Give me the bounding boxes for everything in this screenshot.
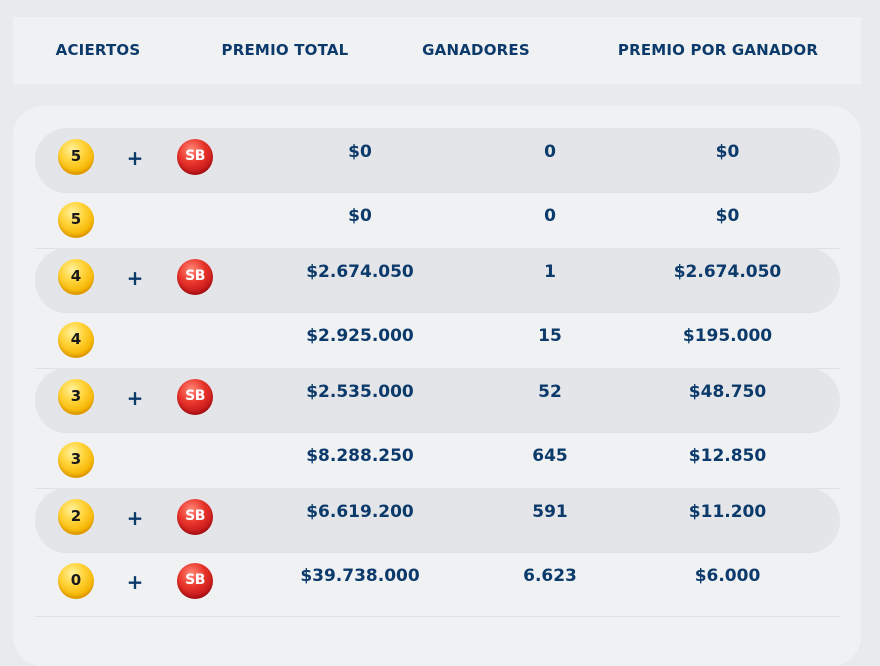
superbalota-ball-icon: SB [177, 379, 213, 415]
superbalota-ball-icon: SB [177, 499, 213, 535]
premio-total-value: $2.674.050 [306, 262, 414, 282]
superbalota-ball-icon: SB [177, 259, 213, 295]
premio-total-value: $6.619.200 [306, 502, 414, 522]
plus-sign: + [126, 506, 144, 530]
premio-por-ganador-value: $48.750 [688, 382, 767, 402]
number-ball-icon: 0 [58, 563, 94, 599]
header-premio-total: PREMIO TOTAL [221, 41, 349, 59]
ganadores-value: 0 [544, 206, 556, 226]
table-row: 3 + SB $2.535.000 52 $48.750 [35, 368, 840, 433]
premio-total-value: $0 [348, 142, 372, 162]
table-row: 5 $0 0 $0 [35, 192, 840, 249]
table-row: 2 + SB $6.619.200 591 $11.200 [35, 488, 840, 553]
results-table-header: ACIERTOS PREMIO TOTAL GANADORES PREMIO P… [13, 17, 861, 84]
table-row: 5 + SB $0 0 $0 [35, 128, 840, 193]
ganadores-value: 6.623 [523, 566, 577, 586]
plus-sign: + [126, 570, 144, 594]
premio-por-ganador-value: $6.000 [694, 566, 761, 586]
premio-por-ganador-value: $11.200 [688, 502, 767, 522]
number-ball-icon: 3 [58, 379, 94, 415]
plus-sign: + [126, 266, 144, 290]
ganadores-value: 1 [544, 262, 556, 282]
table-row: 4 + SB $2.674.050 1 $2.674.050 [35, 248, 840, 313]
header-aciertos: ACIERTOS [55, 41, 141, 59]
number-ball-icon: 5 [58, 139, 94, 175]
plus-sign: + [126, 146, 144, 170]
number-ball-icon: 3 [58, 442, 94, 478]
premio-por-ganador-value: $12.850 [688, 446, 767, 466]
plus-sign: + [126, 386, 144, 410]
ganadores-value: 645 [532, 446, 568, 466]
number-ball-icon: 2 [58, 499, 94, 535]
table-row: 4 $2.925.000 15 $195.000 [35, 312, 840, 369]
superbalota-ball-icon: SB [177, 139, 213, 175]
premio-por-ganador-value: $195.000 [682, 326, 773, 346]
ganadores-value: 0 [544, 142, 556, 162]
superbalota-ball-icon: SB [177, 563, 213, 599]
ganadores-value: 15 [538, 326, 562, 346]
premio-por-ganador-value: $0 [715, 142, 740, 162]
number-ball-icon: 5 [58, 202, 94, 238]
premio-por-ganador-value: $2.674.050 [673, 262, 782, 282]
premio-total-value: $2.535.000 [306, 382, 414, 402]
table-row: 0 + SB $39.738.000 6.623 $6.000 [35, 552, 840, 617]
number-ball-icon: 4 [58, 259, 94, 295]
table-row: 3 $8.288.250 645 $12.850 [35, 432, 840, 489]
ganadores-value: 52 [538, 382, 562, 402]
premio-por-ganador-value: $0 [715, 206, 740, 226]
header-premio-por-ganador: PREMIO POR GANADOR [617, 41, 819, 59]
premio-total-value: $0 [348, 206, 372, 226]
results-table-body: 5 + SB $0 0 $0 5 $0 0 $0 4 + SB $2.674.0… [13, 106, 861, 666]
number-ball-icon: 4 [58, 322, 94, 358]
premio-total-value: $2.925.000 [306, 326, 414, 346]
ganadores-value: 591 [532, 502, 568, 522]
premio-total-value: $39.738.000 [300, 566, 420, 586]
premio-total-value: $8.288.250 [306, 446, 414, 466]
header-ganadores: GANADORES [422, 41, 530, 59]
